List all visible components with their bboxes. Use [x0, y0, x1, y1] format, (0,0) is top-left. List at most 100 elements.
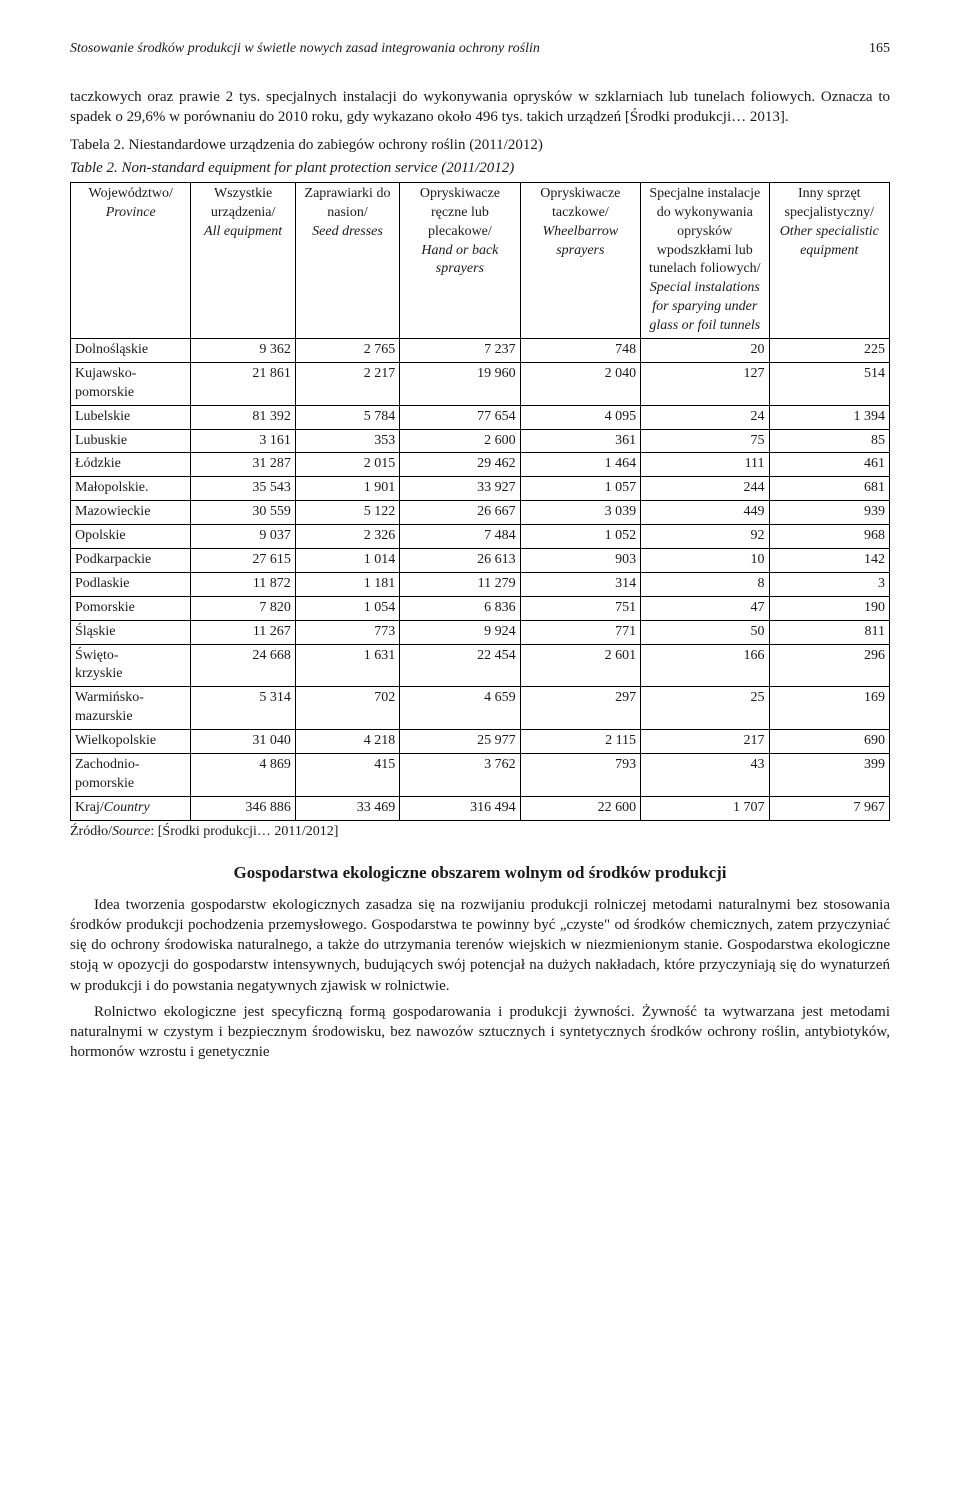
table-row: Pomorskie7 8201 0546 83675147190 — [71, 596, 890, 620]
source-text: : [Środki produkcji… 2011/2012] — [150, 824, 338, 839]
table-cell: 1 054 — [295, 596, 399, 620]
table-cell: 1 394 — [769, 405, 889, 429]
table-cell: 2 326 — [295, 525, 399, 549]
table-cell: 7 484 — [400, 525, 520, 549]
row-label: Podkarpackie — [71, 549, 191, 573]
table-row: Wielkopolskie31 0404 21825 9772 11521769… — [71, 730, 890, 754]
table-header-cell: Wszystkie urządzenia/All equipment — [191, 182, 295, 338]
table-cell: 361 — [520, 429, 640, 453]
table-cell: 25 — [641, 687, 769, 730]
table-cell: 33 469 — [295, 796, 399, 820]
row-label: Święto-krzyskie — [71, 644, 191, 687]
table-source: Źródło/Source: [Środki produkcji… 2011/2… — [70, 823, 890, 842]
row-label: Łódzkie — [71, 453, 191, 477]
table-row: Warmińsko-mazurskie5 3147024 65929725169 — [71, 687, 890, 730]
table-row: Kujawsko-pomorskie21 8612 21719 9602 040… — [71, 362, 890, 405]
table-cell: 1 631 — [295, 644, 399, 687]
table-cell: 29 462 — [400, 453, 520, 477]
table-cell: 4 869 — [191, 754, 295, 797]
table-cell: 26 613 — [400, 549, 520, 573]
table-cell: 903 — [520, 549, 640, 573]
table-cell: 811 — [769, 620, 889, 644]
table-cell: 773 — [295, 620, 399, 644]
table-cell: 85 — [769, 429, 889, 453]
row-label: Opolskie — [71, 525, 191, 549]
table-cell: 771 — [520, 620, 640, 644]
table-cell: 2 115 — [520, 730, 640, 754]
table-cell: 316 494 — [400, 796, 520, 820]
table-cell: 2 600 — [400, 429, 520, 453]
table-cell: 399 — [769, 754, 889, 797]
table-cell: 449 — [641, 501, 769, 525]
table-cell: 681 — [769, 477, 889, 501]
row-label: Zachodnio-pomorskie — [71, 754, 191, 797]
row-label: Dolnośląskie — [71, 339, 191, 363]
table-caption-pl: Tabela 2. Niestandardowe urządzenia do z… — [70, 135, 890, 155]
table-header-cell: Opryskiwacze ręczne lub plecakowe/Hand o… — [400, 182, 520, 338]
intro-paragraph: taczkowych oraz prawie 2 tys. specjalnyc… — [70, 87, 890, 128]
table-cell: 314 — [520, 572, 640, 596]
row-label: Pomorskie — [71, 596, 191, 620]
table-cell: 9 924 — [400, 620, 520, 644]
row-label: Mazowieckie — [71, 501, 191, 525]
section-heading: Gospodarstwa ekologiczne obszarem wolnym… — [70, 862, 890, 885]
table-cell: 1 464 — [520, 453, 640, 477]
table-cell: 7 967 — [769, 796, 889, 820]
table-cell: 92 — [641, 525, 769, 549]
table-cell: 1 901 — [295, 477, 399, 501]
row-label: Kraj/Country — [71, 796, 191, 820]
table-cell: 1 014 — [295, 549, 399, 573]
table-row: Lubelskie81 3925 78477 6544 095241 394 — [71, 405, 890, 429]
table-cell: 7 237 — [400, 339, 520, 363]
table-cell: 3 039 — [520, 501, 640, 525]
table-cell: 5 314 — [191, 687, 295, 730]
table-cell: 47 — [641, 596, 769, 620]
table-cell: 19 960 — [400, 362, 520, 405]
table-cell: 22 454 — [400, 644, 520, 687]
table-cell: 4 218 — [295, 730, 399, 754]
body-para-3: Rolnictwo ekologiczne jest specyficzną f… — [70, 1002, 890, 1063]
table-cell: 43 — [641, 754, 769, 797]
table-cell: 751 — [520, 596, 640, 620]
table-header-cell: Inny sprzęt specjalistyczny/Other specia… — [769, 182, 889, 338]
table-cell: 169 — [769, 687, 889, 730]
table-cell: 10 — [641, 549, 769, 573]
table-cell: 111 — [641, 453, 769, 477]
row-label: Śląskie — [71, 620, 191, 644]
table-caption-en: Table 2. Non-standard equipment for plan… — [70, 158, 890, 178]
table-cell: 31 040 — [191, 730, 295, 754]
table-row: Opolskie9 0372 3267 4841 05292968 — [71, 525, 890, 549]
table-row: Mazowieckie30 5595 12226 6673 039449939 — [71, 501, 890, 525]
source-en: Source — [112, 824, 150, 839]
page-number: 165 — [869, 40, 890, 59]
table-cell: 2 040 — [520, 362, 640, 405]
table-cell: 4 095 — [520, 405, 640, 429]
running-title: Stosowanie środków produkcji w świetle n… — [70, 40, 540, 59]
table-cell: 24 668 — [191, 644, 295, 687]
table-cell: 793 — [520, 754, 640, 797]
table-cell: 415 — [295, 754, 399, 797]
source-prefix: Źródło/ — [70, 824, 112, 839]
table-cell: 35 543 — [191, 477, 295, 501]
table-cell: 5 784 — [295, 405, 399, 429]
table-header-cell: Województwo/Province — [71, 182, 191, 338]
table-row: Lubuskie3 1613532 6003617585 — [71, 429, 890, 453]
table-header-row: Województwo/ProvinceWszystkie urządzenia… — [71, 182, 890, 338]
row-label: Lubelskie — [71, 405, 191, 429]
table-cell: 33 927 — [400, 477, 520, 501]
table-cell: 3 — [769, 572, 889, 596]
table-cell: 24 — [641, 405, 769, 429]
row-label: Wielkopolskie — [71, 730, 191, 754]
table-cell: 748 — [520, 339, 640, 363]
table-row: Zachodnio-pomorskie4 8694153 76279343399 — [71, 754, 890, 797]
table-cell: 217 — [641, 730, 769, 754]
table-cell: 11 279 — [400, 572, 520, 596]
table-cell: 127 — [641, 362, 769, 405]
table-header-cell: Zaprawiarki do nasion/Seed dresses — [295, 182, 399, 338]
table-cell: 25 977 — [400, 730, 520, 754]
table-cell: 9 037 — [191, 525, 295, 549]
table-cell: 1 707 — [641, 796, 769, 820]
table-row: Święto-krzyskie24 6681 63122 4542 601166… — [71, 644, 890, 687]
table-cell: 939 — [769, 501, 889, 525]
table-cell: 77 654 — [400, 405, 520, 429]
